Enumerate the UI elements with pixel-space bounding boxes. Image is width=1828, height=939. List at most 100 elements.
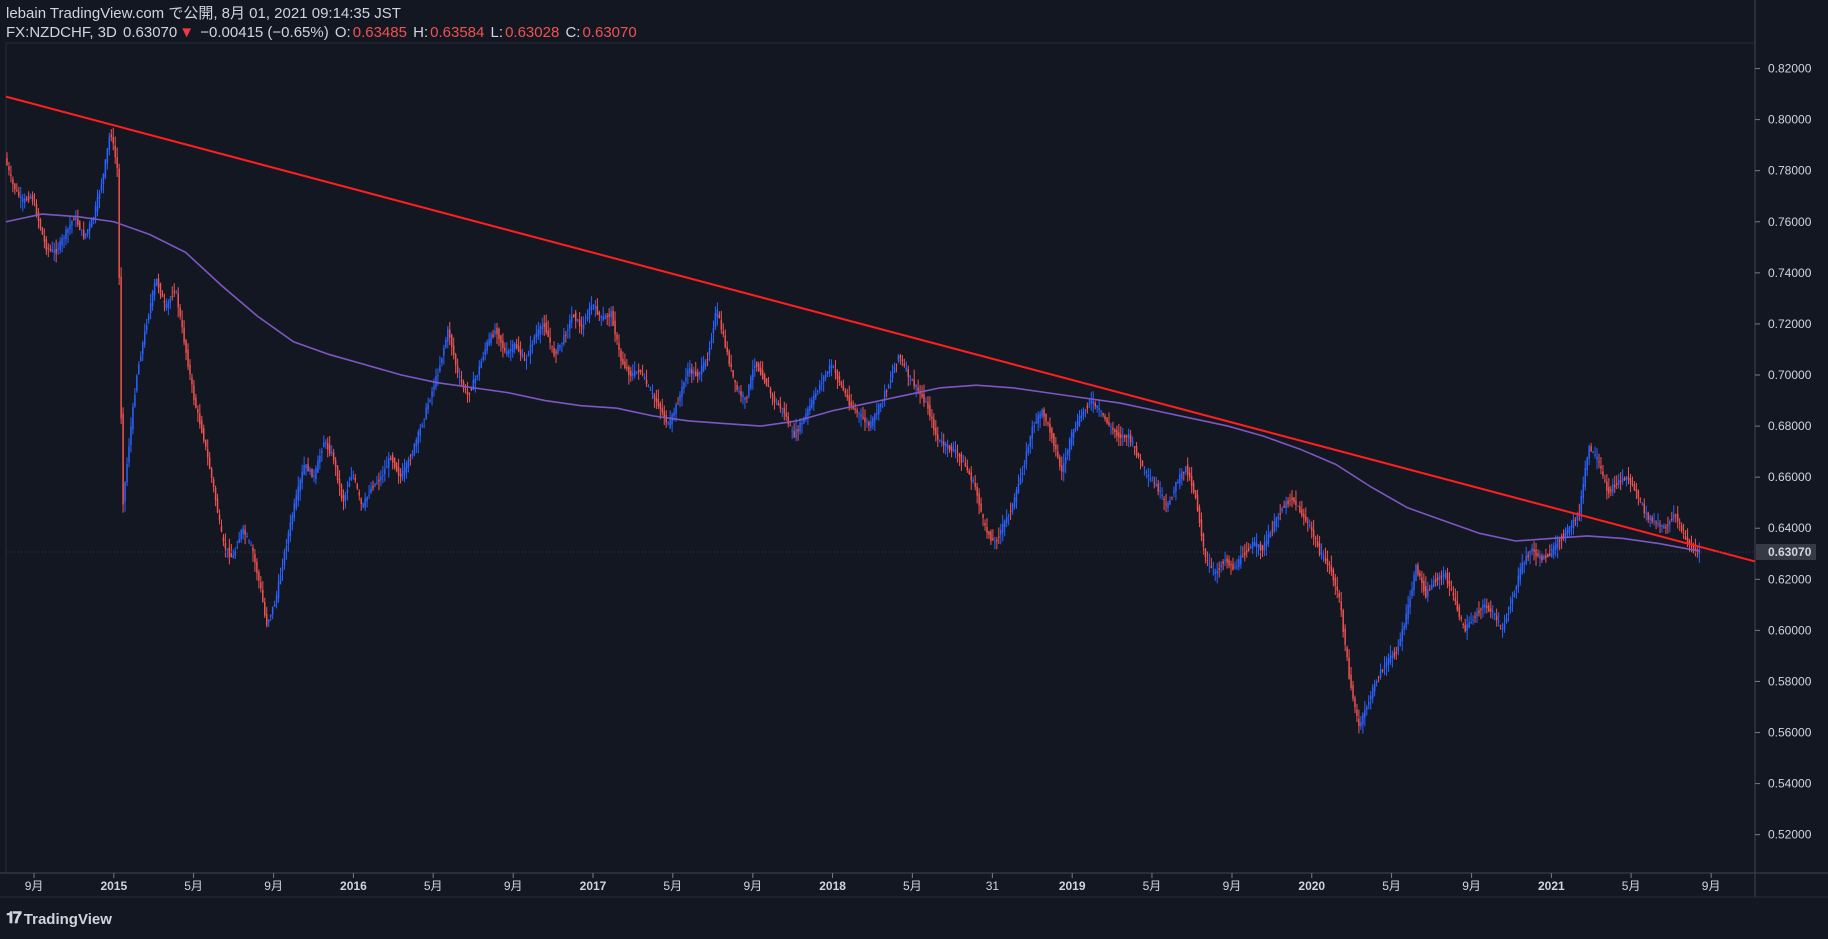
candle-body [665, 415, 667, 423]
candle-body [256, 561, 258, 573]
chart-header: lebain TradingView.com で公開, 8月 01, 2021 … [6, 4, 639, 42]
candle-body [57, 248, 59, 250]
candle-body [53, 250, 55, 253]
candle-body [1116, 429, 1118, 436]
candle-body [1409, 597, 1411, 608]
candle-body [478, 366, 481, 376]
candle-body [1541, 555, 1543, 561]
candle-body [944, 443, 947, 447]
tradingview-logo[interactable]: 𝟏𝟕 TradingView [6, 910, 112, 928]
candle-body [704, 360, 707, 367]
candle-body [1098, 407, 1100, 410]
candle-body [195, 397, 197, 408]
candle-body [1125, 436, 1128, 438]
candle-body [1143, 467, 1146, 469]
x-tick-label: 2015 [100, 879, 127, 893]
last-price-label: 0.63070 [1768, 545, 1812, 559]
candle-body [1554, 543, 1557, 550]
candle-body [610, 311, 612, 318]
candle-body [167, 301, 170, 308]
candle-body [1078, 415, 1081, 426]
candle-body [289, 522, 292, 537]
candle-body [415, 439, 418, 447]
candle-body [799, 422, 801, 432]
candle-body [360, 498, 362, 504]
candle-body [950, 446, 953, 451]
candle-body [767, 386, 770, 388]
candle-body [685, 377, 687, 381]
candle-body [206, 449, 209, 458]
candle-body [1310, 526, 1313, 531]
candle-body [1615, 483, 1618, 486]
candle-body [1155, 484, 1157, 486]
candle-body [1273, 521, 1276, 532]
candle-body [608, 313, 610, 317]
candle-body [885, 390, 888, 392]
candle-body [1452, 592, 1455, 596]
candle-body [100, 184, 103, 191]
candle-body [1635, 489, 1638, 492]
candle-body [510, 349, 512, 352]
candle-body [828, 365, 831, 374]
candle-body [889, 379, 892, 383]
candle-body [1562, 533, 1565, 538]
candle-body [1399, 638, 1401, 647]
x-tick-label: 5月 [424, 879, 443, 893]
candle-body [1488, 605, 1490, 612]
symbol-label[interactable]: FX:NZDCHF, 3D [6, 24, 117, 41]
candle-body [1070, 432, 1073, 445]
candle-body [417, 431, 420, 444]
candle-body [1352, 685, 1354, 699]
candle-body [244, 529, 246, 535]
candle-body [649, 389, 652, 391]
candle-body [1572, 519, 1575, 528]
candle-body [441, 357, 443, 364]
candle-body [1427, 589, 1429, 597]
candle-body [1043, 409, 1045, 417]
candle-body [342, 495, 345, 502]
candle-body [1145, 471, 1148, 473]
candle-body [1287, 500, 1289, 505]
candle-body [1137, 453, 1140, 457]
candle-body [443, 348, 445, 356]
candle-body [549, 337, 551, 343]
candle-body [1102, 412, 1104, 416]
candle-body [75, 217, 77, 220]
candle-body [242, 527, 244, 535]
x-tick-label: 2019 [1059, 879, 1086, 893]
candle-body [114, 145, 116, 158]
candle-body [1255, 542, 1258, 548]
candle-body [356, 484, 359, 489]
candle-body [757, 363, 760, 372]
candle-body [350, 477, 353, 480]
candle-body [1507, 613, 1510, 616]
candle-body [1275, 517, 1278, 527]
candle-body [1242, 556, 1244, 558]
candle-body [382, 475, 384, 477]
candle-body [545, 322, 547, 333]
candle-body [1493, 613, 1496, 616]
candle-body [1027, 447, 1030, 453]
candle-body [73, 219, 75, 221]
candle-body [616, 334, 618, 340]
candle-body [1385, 662, 1388, 666]
candle-body [681, 386, 683, 397]
candle-body [639, 370, 642, 372]
candle-body [157, 278, 160, 288]
candle-body [1051, 428, 1053, 439]
candle-body [1446, 572, 1449, 584]
candle-body [1663, 525, 1665, 529]
candle-body [657, 399, 660, 407]
candle-body [1423, 580, 1425, 592]
candle-body [1419, 572, 1421, 577]
candle-body [899, 355, 902, 359]
candle-body [1165, 503, 1167, 505]
candle-body [1521, 563, 1523, 574]
candle-body [1625, 476, 1628, 480]
candle-body [1120, 434, 1122, 439]
candle-body [848, 395, 850, 406]
candle-body [1135, 446, 1138, 456]
candle-body [143, 331, 146, 345]
candle-body [25, 198, 28, 200]
